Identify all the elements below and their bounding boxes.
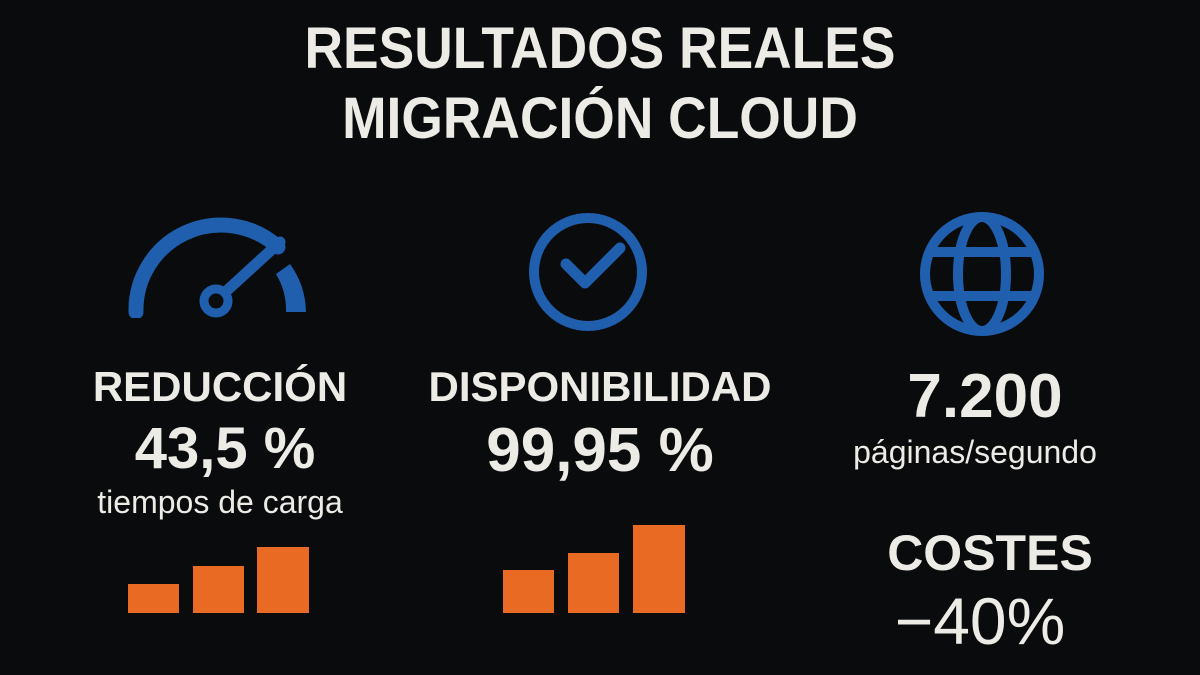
metric-label: REDUCCIÓN [92, 363, 348, 410]
globe-icon [920, 212, 1044, 336]
metric-label: COSTES [887, 525, 1093, 581]
metric-value: 43,5 % [134, 416, 316, 481]
metric-value: 7.200 [907, 362, 1063, 431]
title-line-2: MIGRACIÓN CLOUD [342, 86, 858, 151]
metric-value: 99,95 % [486, 416, 714, 485]
title-line-1: RESULTADOS REALES [304, 16, 896, 81]
metric-label: DISPONIBILIDAD [428, 363, 772, 410]
metric-value: −40% [894, 584, 1066, 658]
metric-caption: páginas/segundo [853, 434, 1097, 470]
metric-caption: tiempos de carga [97, 484, 343, 520]
check-circle-icon [529, 213, 647, 331]
speedometer-icon [128, 217, 306, 318]
